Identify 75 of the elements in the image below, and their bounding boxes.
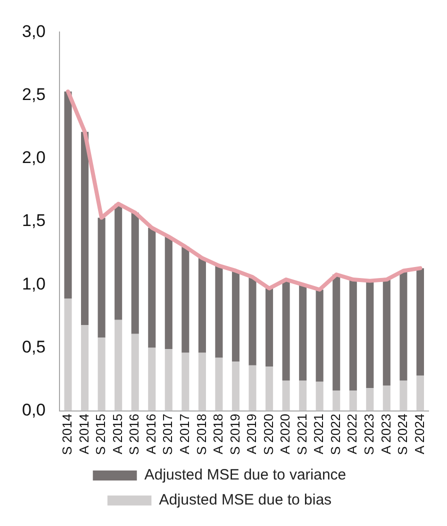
bar: [114, 320, 122, 411]
bar: [400, 270, 408, 381]
bar: [349, 280, 357, 391]
bar: [232, 362, 240, 411]
y-tick-label: 1,5: [22, 211, 46, 230]
bar: [182, 246, 190, 353]
bar: [316, 290, 324, 382]
y-tick-label: 3,0: [22, 22, 46, 41]
x-tick-label: S 2017: [160, 414, 176, 455]
x-tick-label: S 2021: [294, 414, 310, 455]
legend-label: Adjusted MSE due to bias: [158, 492, 332, 509]
y-tick-label: 0,5: [22, 337, 46, 356]
bar: [215, 358, 223, 411]
bar: [282, 380, 290, 411]
x-tick-label: A 2022: [344, 414, 360, 454]
bar: [64, 92, 72, 298]
bar: [81, 324, 89, 411]
bar: [131, 334, 139, 411]
bar: [366, 388, 374, 411]
bar: [266, 288, 274, 367]
bar: [232, 270, 240, 362]
x-tick-label: A 2024: [412, 414, 427, 454]
bar: [198, 258, 206, 353]
x-tick-label: S 2020: [260, 414, 276, 455]
bar: [382, 386, 390, 411]
bar: [248, 277, 256, 366]
x-tick-label: A 2021: [311, 414, 326, 454]
bar: [416, 268, 424, 376]
bar: [332, 390, 340, 411]
x-tick-label: S 2022: [328, 414, 343, 455]
x-tick-label: S 2023: [361, 414, 376, 455]
bar: [81, 132, 89, 325]
bar: [98, 338, 106, 411]
x-tick-label: S 2014: [60, 414, 75, 455]
bar: [248, 365, 256, 411]
x-tick-label: A 2019: [244, 414, 260, 454]
bar: [198, 352, 206, 411]
x-tick-label: S 2015: [93, 414, 108, 455]
bar: [282, 280, 290, 381]
x-tick-label: A 2017: [176, 414, 192, 454]
bar: [148, 228, 156, 348]
y-tick-label: 1,0: [22, 274, 46, 294]
legend-label: Adjusted MSE due to variance: [144, 466, 346, 484]
bar: [164, 348, 172, 411]
bar: [299, 380, 307, 411]
y-tick-label: 2,5: [22, 84, 46, 104]
bar: [114, 204, 122, 320]
bar: [366, 280, 374, 388]
x-tick-label: S 2019: [227, 414, 242, 455]
x-tick-label: A 2023: [378, 414, 394, 454]
bar: [182, 352, 190, 411]
x-tick-label: A 2014: [76, 414, 92, 454]
x-tick-label: S 2024: [395, 414, 410, 455]
bar: [164, 236, 172, 349]
y-tick-label: 0,0: [22, 400, 46, 420]
x-tick-label: A 2016: [143, 414, 158, 454]
x-tick-label: S 2016: [126, 414, 142, 455]
x-tick-label: A 2015: [110, 414, 125, 454]
x-tick-label: A 2020: [278, 414, 293, 454]
bar: [332, 274, 340, 391]
bar: [131, 212, 139, 334]
y-tick-label: 2,0: [22, 148, 46, 168]
bar: [266, 366, 274, 411]
x-tick-label: S 2018: [194, 414, 209, 455]
bar: [299, 284, 307, 381]
bar: [64, 298, 72, 411]
bar: [400, 380, 408, 411]
bar: [316, 382, 324, 411]
bar: [382, 280, 390, 386]
bar: [215, 266, 223, 358]
bar: [98, 218, 106, 338]
bar: [148, 348, 156, 411]
bar: [416, 375, 424, 411]
bar: [349, 390, 357, 411]
x-tick-label: A 2018: [210, 414, 226, 454]
